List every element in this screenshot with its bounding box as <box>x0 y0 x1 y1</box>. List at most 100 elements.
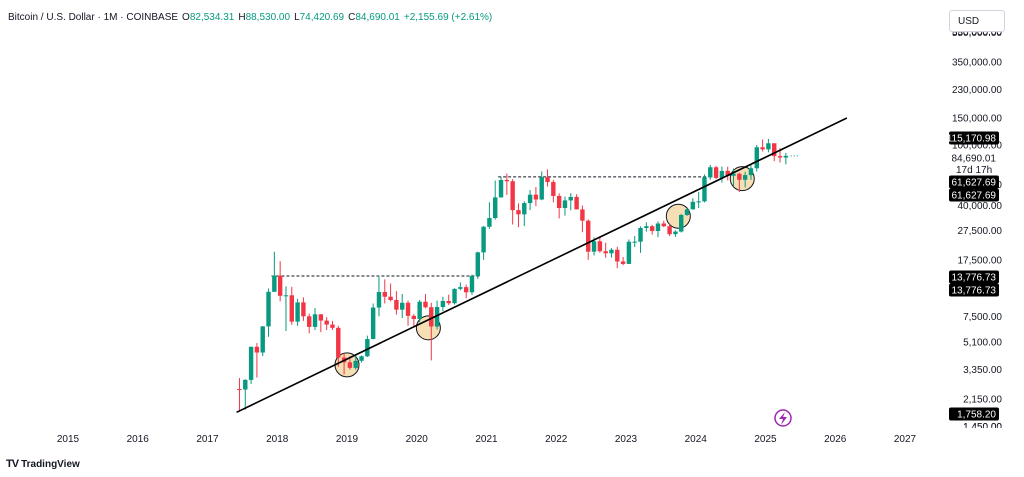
candle-2018-09[interactable] <box>324 317 329 330</box>
plot-area[interactable] <box>236 117 848 414</box>
candle-2019-12[interactable] <box>411 314 417 327</box>
candle-2023-12[interactable] <box>690 198 696 210</box>
tradingview-branding[interactable]: TV TradingView <box>6 458 80 470</box>
candle-2021-07[interactable] <box>522 201 527 227</box>
candle-2022-12[interactable] <box>620 256 626 266</box>
candle-2021-11[interactable] <box>545 169 550 187</box>
candle-2018-11[interactable] <box>336 325 341 367</box>
candle-2024-05[interactable] <box>719 166 725 183</box>
candle-2022-06[interactable] <box>586 219 591 260</box>
candle-2023-09[interactable] <box>673 230 678 237</box>
candle-2019-08[interactable] <box>388 283 393 302</box>
candle-2017-12[interactable] <box>272 251 277 292</box>
candle-2023-10[interactable] <box>679 213 684 233</box>
candle-2020-09[interactable] <box>463 284 469 299</box>
candle-2019-10[interactable] <box>400 294 405 319</box>
candle-2020-10[interactable] <box>469 274 475 295</box>
candle-2020-11[interactable] <box>475 251 480 279</box>
candle-2017-07[interactable] <box>243 379 248 410</box>
candle-2021-09[interactable] <box>533 186 539 207</box>
candle-2025-01[interactable] <box>766 138 771 153</box>
candle-2022-01[interactable] <box>556 193 562 219</box>
candle-2021-08[interactable] <box>527 190 533 211</box>
candle-2022-10[interactable] <box>609 248 614 258</box>
candle-2021-03[interactable] <box>498 176 504 198</box>
candle-2020-01[interactable] <box>417 299 422 323</box>
candle-2023-07[interactable] <box>661 220 666 228</box>
trendline[interactable] <box>236 117 848 414</box>
candle-2017-09[interactable] <box>254 343 260 378</box>
candle-2022-11[interactable] <box>615 246 620 269</box>
candle-2018-04[interactable] <box>295 298 300 326</box>
candle-2019-04[interactable] <box>365 335 370 358</box>
y-tick-label: 230,000.00 <box>952 85 1002 96</box>
candle-2022-04[interactable] <box>574 194 579 210</box>
candle-2024-04[interactable] <box>713 165 719 180</box>
currency-button[interactable]: USD <box>949 10 1005 32</box>
candle-2024-03[interactable] <box>708 164 713 180</box>
candle-2021-02[interactable] <box>493 180 498 220</box>
candle-2020-06[interactable] <box>446 294 451 305</box>
candle-body <box>725 170 730 176</box>
candle-2022-08[interactable] <box>597 236 603 253</box>
candle-2023-04[interactable] <box>644 222 649 232</box>
candle-2020-12[interactable] <box>481 226 486 260</box>
candle-2020-07[interactable] <box>452 288 457 305</box>
candle-2021-05[interactable] <box>510 179 515 225</box>
candle-2023-05[interactable] <box>649 224 655 235</box>
candle-2021-06[interactable] <box>516 203 521 228</box>
candle-2018-03[interactable] <box>289 286 294 325</box>
candle-2020-02[interactable] <box>423 294 428 309</box>
candle-2023-03[interactable] <box>638 226 643 253</box>
candle-2019-09[interactable] <box>394 291 399 315</box>
candle-2023-02[interactable] <box>632 235 637 248</box>
candle-2021-04[interactable] <box>504 173 510 195</box>
candle-2024-11[interactable] <box>754 144 759 172</box>
candle-2022-03[interactable] <box>568 193 573 211</box>
candle-2019-11[interactable] <box>405 300 411 326</box>
candle-2019-05[interactable] <box>370 303 376 340</box>
candle-2025-04[interactable] <box>783 152 789 165</box>
candle-2020-08[interactable] <box>458 282 463 291</box>
candle-2019-03[interactable] <box>359 355 364 363</box>
candle-2022-05[interactable] <box>580 205 585 233</box>
candle-2019-02[interactable] <box>353 354 358 370</box>
candle-2024-09[interactable] <box>742 171 748 188</box>
candle-2017-06[interactable] <box>237 378 242 411</box>
touch-point-circle-2[interactable] <box>665 203 691 229</box>
candle-2018-02[interactable] <box>283 286 289 332</box>
candle-2018-05[interactable] <box>301 297 306 321</box>
candle-2024-01[interactable] <box>696 192 701 209</box>
candle-body <box>510 181 515 211</box>
candle-2017-11[interactable] <box>266 288 271 337</box>
touch-point-circle-3[interactable] <box>729 166 755 192</box>
candle-2020-03[interactable] <box>429 302 434 361</box>
candle-2024-02[interactable] <box>702 174 707 203</box>
candle-2021-01[interactable] <box>487 202 492 229</box>
candle-2023-06[interactable] <box>655 221 661 238</box>
candle-2024-08[interactable] <box>737 172 742 193</box>
candle-2021-10[interactable] <box>539 171 544 201</box>
candle-2017-10[interactable] <box>260 326 265 357</box>
candle-2019-07[interactable] <box>382 279 387 304</box>
candle-2022-02[interactable] <box>562 196 568 216</box>
candle-2018-01[interactable] <box>277 261 283 302</box>
lightning-icon[interactable] <box>774 409 792 427</box>
candle-2023-08[interactable] <box>667 224 672 237</box>
candle-2020-05[interactable] <box>440 296 446 312</box>
candle-2021-12[interactable] <box>551 179 556 203</box>
candle-2017-08[interactable] <box>248 346 254 384</box>
candle-2024-07[interactable] <box>731 168 736 187</box>
candle-2024-06[interactable] <box>725 166 730 181</box>
candle-2024-12[interactable] <box>760 139 765 152</box>
candle-2022-09[interactable] <box>603 242 608 258</box>
candle-2023-01[interactable] <box>626 239 632 265</box>
candle-2018-08[interactable] <box>318 314 324 333</box>
candle-2024-10[interactable] <box>748 165 754 180</box>
candle-2018-10[interactable] <box>330 320 335 330</box>
candle-2018-06[interactable] <box>307 313 312 334</box>
candle-2018-07[interactable] <box>312 308 318 330</box>
candle-2023-11[interactable] <box>684 208 690 217</box>
candle-2019-06[interactable] <box>376 275 382 317</box>
